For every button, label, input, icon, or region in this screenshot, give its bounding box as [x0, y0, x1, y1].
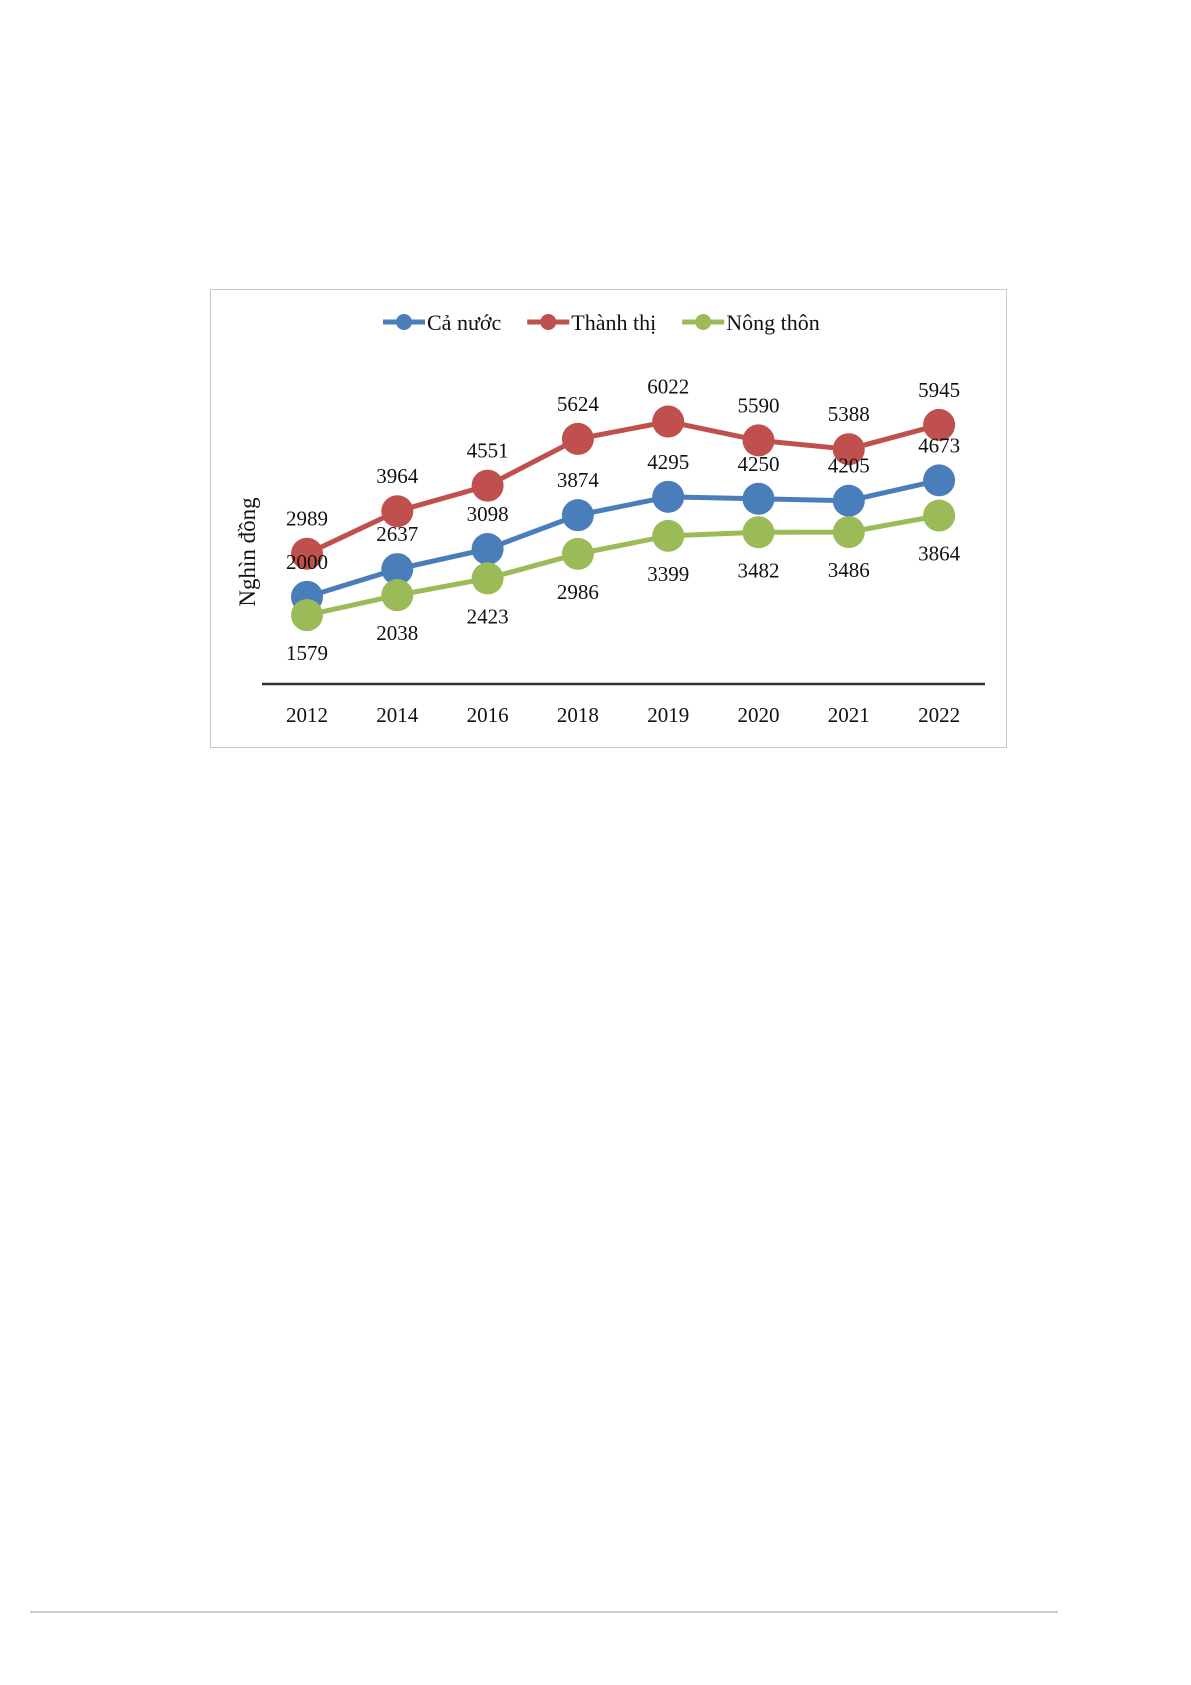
- legend-item-0: Cả nước: [383, 310, 501, 335]
- legend: Cả nước Thành thị Nông thôn: [383, 310, 820, 335]
- legend-label: Nông thôn: [726, 310, 820, 335]
- data-label: 3864: [918, 542, 961, 566]
- data-point: [923, 408, 956, 441]
- legend-marker: [695, 314, 712, 330]
- data-point: [471, 469, 504, 502]
- data-point: [471, 562, 504, 595]
- data-label: 4673: [918, 433, 960, 457]
- data-point: [832, 484, 865, 517]
- legend-item-2: Nông thôn: [682, 310, 820, 335]
- data-label: 4295: [647, 450, 689, 474]
- series-2-marks: [291, 499, 956, 632]
- data-point: [561, 537, 594, 570]
- x-tick-label: 2016: [467, 703, 509, 727]
- data-label: 3874: [557, 468, 600, 492]
- data-point: [652, 480, 685, 513]
- y-axis-label: Nghìn đồng: [235, 497, 260, 607]
- x-tick-label: 2012: [286, 703, 328, 727]
- series-0-labels: 2000 2637 3098 3874 4295 4250 4205 4673: [286, 433, 960, 573]
- x-tick-label: 2019: [647, 703, 689, 727]
- data-label: 3482: [738, 558, 780, 582]
- data-label: 2986: [557, 580, 599, 604]
- legend-item-1: Thành thị: [527, 310, 656, 335]
- data-label: 5388: [828, 402, 870, 426]
- x-tick-label: 2020: [738, 703, 780, 727]
- data-label: 5945: [918, 378, 960, 402]
- data-label: 6022: [647, 375, 689, 399]
- legend-label: Thành thị: [571, 310, 656, 335]
- data-label: 3486: [828, 558, 870, 582]
- data-point: [652, 405, 685, 438]
- data-label: 4250: [738, 452, 780, 476]
- data-label: 2423: [467, 604, 509, 628]
- x-tick-label: 2021: [828, 703, 870, 727]
- data-point: [561, 499, 594, 532]
- data-point: [832, 433, 865, 466]
- legend-marker: [396, 314, 412, 330]
- data-point: [742, 424, 775, 457]
- series-0-marks: [291, 464, 956, 613]
- data-label: 4551: [467, 439, 509, 463]
- data-point: [291, 599, 323, 632]
- data-point: [652, 519, 685, 552]
- data-label: 5624: [557, 392, 600, 416]
- data-label: 2038: [376, 621, 418, 645]
- data-label: 3964: [376, 464, 419, 488]
- data-label: 5590: [738, 393, 780, 417]
- data-label: 2000: [286, 550, 328, 574]
- x-tick-label: 2014: [376, 703, 419, 727]
- series-group: 2000 2637 3098 3874 4295 4250 4205 4673 2989 3964…: [286, 375, 961, 666]
- x-tick-label: 2018: [557, 703, 599, 727]
- data-point: [832, 516, 865, 549]
- data-label: 4205: [828, 454, 870, 478]
- x-tick-labels: 2012 2014 2016 2018 2019 2020 2021 2022: [286, 703, 960, 727]
- series-1-labels: 2989 3964 4551 5624 6022 5590 5388 5945: [286, 375, 960, 531]
- data-point: [923, 464, 956, 497]
- data-point: [291, 537, 323, 570]
- legend-marker: [540, 314, 557, 330]
- data-label: 2637: [376, 522, 418, 546]
- x-tick-label: 2022: [918, 703, 960, 727]
- data-label: 1579: [286, 641, 328, 665]
- data-point: [742, 482, 775, 515]
- data-point: [381, 579, 414, 612]
- data-point: [381, 553, 414, 586]
- data-point: [742, 516, 775, 549]
- data-point: [561, 422, 594, 455]
- legend-label: Cả nước: [427, 310, 501, 335]
- chart-frame: [210, 289, 1007, 748]
- data-label: 2989: [286, 507, 328, 531]
- series-1-marks: [291, 405, 956, 570]
- data-label: 3098: [467, 502, 509, 526]
- data-label: 3399: [647, 562, 689, 586]
- data-point: [471, 532, 504, 565]
- data-point: [381, 495, 414, 528]
- series-2-labels: 1579 2038 2423 2986 3399 3482 3486 3864: [286, 542, 961, 666]
- data-point: [923, 499, 956, 532]
